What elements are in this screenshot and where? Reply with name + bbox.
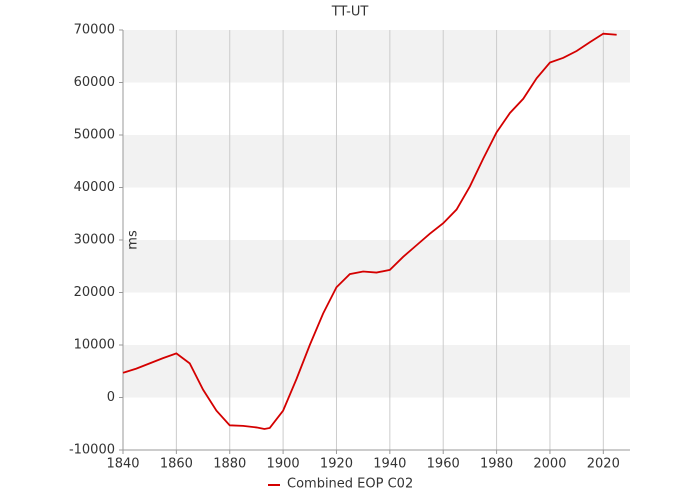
grid-band <box>123 240 630 293</box>
y-tick-label: 60000 <box>74 75 115 90</box>
chart-title: TT-UT <box>331 5 369 20</box>
y-tick-label: 0 <box>107 390 115 405</box>
x-tick-label: 1980 <box>480 457 513 472</box>
y-tick-label: 20000 <box>74 285 115 300</box>
x-tick-label: 1920 <box>320 457 353 472</box>
x-tick-label: 1960 <box>427 457 460 472</box>
legend-label: Combined EOP C02 <box>287 477 413 492</box>
grid-band <box>123 30 630 83</box>
grid-band <box>123 135 630 188</box>
x-tick-label: 1860 <box>160 457 193 472</box>
y-tick-label: 50000 <box>74 128 115 143</box>
grid-band <box>123 345 630 398</box>
x-tick-label: 2020 <box>587 457 620 472</box>
x-tick-label: 1900 <box>267 457 300 472</box>
y-axis-label: ms <box>126 230 141 250</box>
data-line <box>122 32 617 430</box>
x-tick-label: 1840 <box>106 457 139 472</box>
x-tick-label: 2000 <box>533 457 566 472</box>
y-tick-label: 70000 <box>74 23 115 38</box>
y-tick-label: 30000 <box>74 233 115 248</box>
x-tick-label: 1940 <box>373 457 406 472</box>
y-tick-label: 40000 <box>74 180 115 195</box>
x-tick-label: 1880 <box>213 457 246 472</box>
y-tick-label: 10000 <box>74 338 115 353</box>
y-tick-label: -10000 <box>69 443 115 458</box>
